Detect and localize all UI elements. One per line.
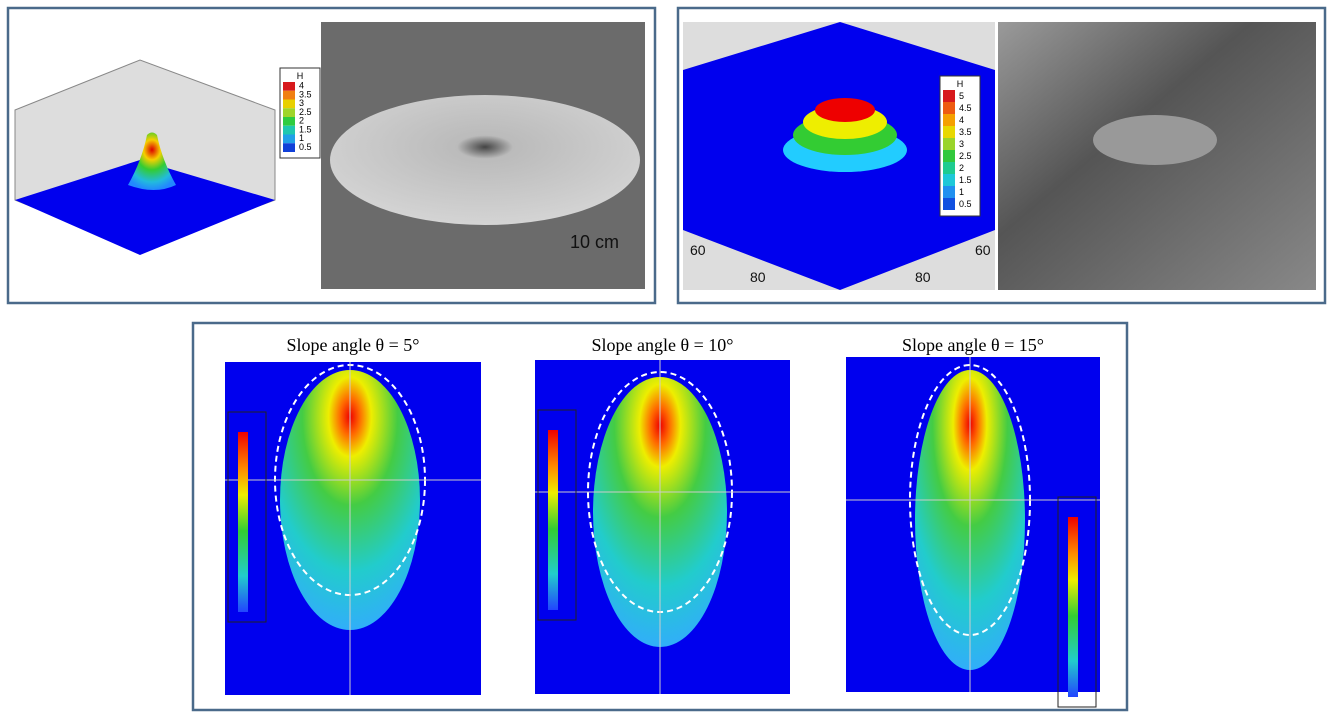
legend-label: 3 bbox=[299, 98, 304, 108]
sand-pile bbox=[330, 95, 640, 225]
contour bbox=[815, 98, 875, 122]
legend-label: 1 bbox=[299, 133, 304, 143]
scale-label: 10 cm bbox=[570, 232, 619, 252]
colorbar bbox=[548, 430, 558, 610]
legend-swatch bbox=[943, 162, 955, 174]
legend-label: 1 bbox=[959, 187, 964, 197]
legend-swatch bbox=[283, 143, 295, 152]
legend-swatch bbox=[943, 90, 955, 102]
sand-pile bbox=[1093, 115, 1217, 165]
legend-swatch bbox=[943, 114, 955, 126]
panel-title: Slope angle θ = 15° bbox=[902, 335, 1044, 355]
legend-swatch bbox=[943, 102, 955, 114]
colorbar-box bbox=[227, 411, 267, 623]
legend-swatch bbox=[283, 108, 295, 117]
legend-swatch bbox=[283, 99, 295, 109]
colorbar bbox=[1068, 517, 1078, 697]
legend-swatch bbox=[283, 82, 295, 91]
axis-label: 80 bbox=[750, 269, 766, 285]
colorbar-box bbox=[1057, 496, 1097, 708]
legend-swatch bbox=[283, 117, 295, 126]
colorbar-box bbox=[537, 409, 577, 621]
legend-swatch bbox=[283, 90, 295, 100]
legend-swatch bbox=[943, 150, 955, 162]
plot-3d bbox=[14, 59, 276, 255]
surface bbox=[15, 160, 275, 255]
legend-title: H bbox=[297, 71, 304, 81]
legend-swatch bbox=[943, 198, 955, 210]
axis-label: 60 bbox=[975, 242, 991, 258]
legend-label: 2.5 bbox=[299, 107, 312, 117]
panel-title: Slope angle θ = 10° bbox=[592, 335, 734, 355]
peak bbox=[128, 132, 176, 190]
legend-label: 0.5 bbox=[299, 142, 312, 152]
legend-label: 2.5 bbox=[959, 151, 972, 161]
legend-label: 3.5 bbox=[959, 127, 972, 137]
legend-label: 3.5 bbox=[299, 89, 312, 99]
legend-swatch bbox=[283, 125, 295, 135]
colorbar bbox=[238, 432, 248, 612]
legend-label: 4 bbox=[299, 81, 304, 91]
legend-swatch bbox=[943, 186, 955, 198]
legend-title: H bbox=[957, 79, 964, 89]
legend-swatch bbox=[943, 174, 955, 186]
legend-label: 5 bbox=[959, 91, 964, 101]
legend-swatch bbox=[943, 138, 955, 150]
legend-label: 2 bbox=[959, 163, 964, 173]
legend-label: 4 bbox=[959, 115, 964, 125]
axis-label: 80 bbox=[915, 269, 931, 285]
legend-swatch bbox=[283, 134, 295, 144]
legend-swatch bbox=[943, 126, 955, 138]
panel-title: Slope angle θ = 5° bbox=[287, 335, 420, 355]
legend-label: 1.5 bbox=[959, 175, 972, 185]
legend-label: 3 bbox=[959, 139, 964, 149]
legend-label: 1.5 bbox=[299, 124, 312, 134]
axis-label: 60 bbox=[690, 242, 706, 258]
legend-label: 2 bbox=[299, 116, 304, 126]
legend-label: 0.5 bbox=[959, 199, 972, 209]
legend-label: 4.5 bbox=[959, 103, 972, 113]
